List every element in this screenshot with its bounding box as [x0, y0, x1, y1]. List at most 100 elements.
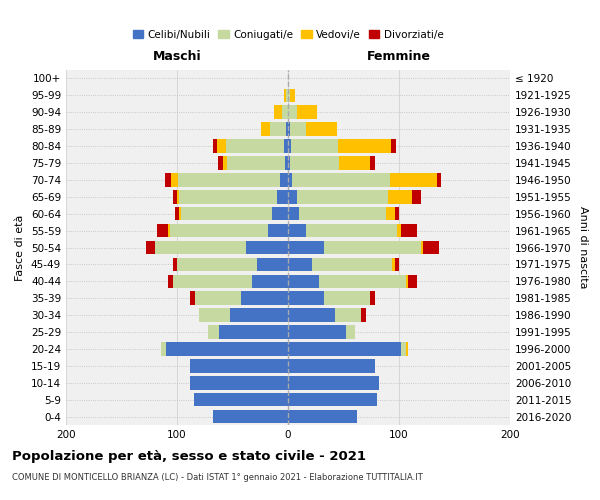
- Bar: [194, 393, 288, 406]
- Bar: [157, 224, 168, 237]
- Bar: [395, 258, 399, 271]
- Legend: Celibi/Nubili, Coniugati/e, Vedovi/e, Divorziati/e: Celibi/Nubili, Coniugati/e, Vedovi/e, Di…: [128, 26, 448, 44]
- Bar: [179, 190, 277, 203]
- Bar: [288, 240, 323, 254]
- Bar: [208, 326, 219, 339]
- Y-axis label: Anni di nascita: Anni di nascita: [578, 206, 588, 289]
- Bar: [288, 258, 313, 271]
- Bar: [277, 190, 288, 203]
- Bar: [437, 173, 441, 186]
- Bar: [284, 156, 288, 170]
- Bar: [288, 190, 297, 203]
- Bar: [161, 342, 166, 355]
- Bar: [288, 326, 346, 339]
- Bar: [421, 240, 424, 254]
- Bar: [288, 292, 323, 305]
- Bar: [424, 240, 439, 254]
- Bar: [173, 258, 177, 271]
- Bar: [283, 106, 288, 119]
- Bar: [165, 173, 172, 186]
- Bar: [173, 190, 177, 203]
- Bar: [339, 156, 370, 170]
- Bar: [335, 308, 361, 322]
- Bar: [181, 207, 272, 220]
- Bar: [284, 140, 288, 153]
- Bar: [290, 156, 339, 170]
- Bar: [288, 410, 357, 424]
- Bar: [323, 240, 421, 254]
- Bar: [306, 122, 337, 136]
- Bar: [338, 140, 391, 153]
- Bar: [288, 207, 299, 220]
- Bar: [288, 308, 335, 322]
- Bar: [346, 326, 355, 339]
- Bar: [155, 240, 246, 254]
- Bar: [177, 190, 179, 203]
- Bar: [288, 224, 306, 237]
- Bar: [212, 410, 288, 424]
- Bar: [288, 342, 401, 355]
- Bar: [397, 224, 401, 237]
- Bar: [288, 88, 290, 102]
- Bar: [190, 292, 195, 305]
- Bar: [246, 240, 288, 254]
- Bar: [406, 274, 408, 288]
- Bar: [241, 292, 288, 305]
- Bar: [190, 359, 288, 372]
- Bar: [313, 258, 392, 271]
- Bar: [401, 224, 417, 237]
- Bar: [274, 106, 283, 119]
- Text: Maschi: Maschi: [152, 50, 202, 63]
- Bar: [178, 173, 280, 186]
- Bar: [270, 122, 286, 136]
- Bar: [288, 173, 292, 186]
- Bar: [395, 207, 399, 220]
- Bar: [290, 122, 306, 136]
- Text: Femmine: Femmine: [367, 50, 431, 63]
- Bar: [288, 106, 297, 119]
- Bar: [172, 173, 178, 186]
- Bar: [297, 106, 317, 119]
- Bar: [290, 88, 295, 102]
- Bar: [286, 122, 288, 136]
- Bar: [408, 274, 417, 288]
- Bar: [168, 274, 173, 288]
- Bar: [319, 274, 406, 288]
- Bar: [286, 88, 288, 102]
- Bar: [391, 140, 395, 153]
- Bar: [288, 274, 319, 288]
- Bar: [217, 140, 226, 153]
- Bar: [390, 173, 437, 186]
- Bar: [288, 359, 374, 372]
- Bar: [412, 190, 421, 203]
- Bar: [388, 190, 412, 203]
- Bar: [361, 308, 366, 322]
- Bar: [288, 376, 379, 390]
- Bar: [292, 173, 390, 186]
- Bar: [223, 156, 227, 170]
- Bar: [288, 122, 290, 136]
- Bar: [299, 207, 386, 220]
- Bar: [370, 156, 374, 170]
- Bar: [406, 342, 408, 355]
- Text: Popolazione per età, sesso e stato civile - 2021: Popolazione per età, sesso e stato civil…: [12, 450, 366, 463]
- Bar: [170, 224, 268, 237]
- Bar: [257, 258, 288, 271]
- Bar: [370, 292, 374, 305]
- Bar: [219, 326, 288, 339]
- Bar: [230, 308, 288, 322]
- Bar: [284, 88, 286, 102]
- Bar: [401, 342, 406, 355]
- Bar: [262, 122, 270, 136]
- Bar: [392, 258, 395, 271]
- Y-axis label: Fasce di età: Fasce di età: [16, 214, 25, 280]
- Bar: [306, 224, 397, 237]
- Bar: [175, 207, 179, 220]
- Bar: [268, 224, 288, 237]
- Bar: [253, 274, 288, 288]
- Bar: [212, 140, 217, 153]
- Bar: [288, 140, 292, 153]
- Bar: [166, 342, 288, 355]
- Bar: [168, 224, 170, 237]
- Bar: [190, 376, 288, 390]
